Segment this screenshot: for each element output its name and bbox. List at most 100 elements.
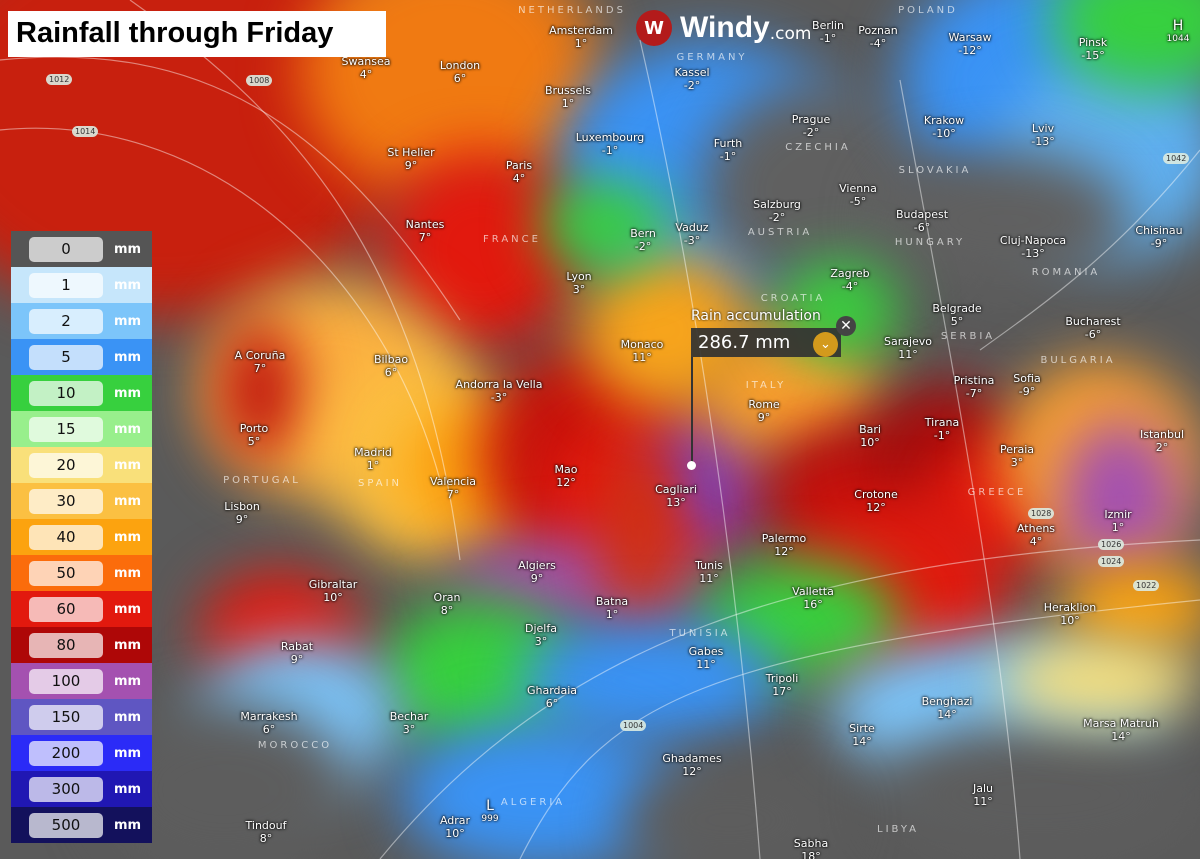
city-label[interactable]: Bilbao 6°: [374, 353, 408, 379]
city-name: Rome: [748, 398, 780, 411]
city-label[interactable]: Izmir 1°: [1104, 508, 1131, 534]
rainfall-area: [520, 620, 780, 740]
city-name: Rabat: [280, 640, 314, 653]
city-label[interactable]: Andorra la Vella -3°: [456, 378, 543, 404]
city-label[interactable]: Cagliari 13°: [655, 483, 697, 509]
city-label[interactable]: Marsa Matruh 14°: [1083, 717, 1159, 743]
city-label[interactable]: Chisinau -9°: [1135, 224, 1182, 250]
city-label[interactable]: Adrar 10°: [440, 814, 470, 840]
city-label[interactable]: Prague -2°: [792, 113, 830, 139]
city-label[interactable]: Brussels 1°: [545, 84, 591, 110]
city-label[interactable]: Athens 4°: [1017, 522, 1055, 548]
city-label[interactable]: Marrakesh 6°: [240, 710, 297, 736]
city-label[interactable]: Palermo 12°: [762, 532, 806, 558]
legend-unit: mm: [114, 493, 142, 509]
city-label[interactable]: Mao 12°: [555, 463, 578, 489]
city-label[interactable]: Porto 5°: [240, 422, 269, 448]
windy-logo[interactable]: W Windy .com: [636, 10, 811, 46]
city-label[interactable]: Tunis 11°: [695, 559, 723, 585]
city-label[interactable]: Madrid 1°: [354, 446, 392, 472]
city-label[interactable]: Heraklion 10°: [1044, 601, 1097, 627]
legend-unit: mm: [114, 241, 142, 257]
city-temperature: 4°: [359, 68, 373, 81]
city-label[interactable]: Sofia -9°: [1013, 372, 1040, 398]
city-label[interactable]: Istanbul 2°: [1140, 428, 1184, 454]
city-label[interactable]: Vaduz -3°: [675, 221, 708, 247]
rainfall-area: [620, 760, 840, 859]
city-label[interactable]: Rome 9°: [748, 398, 779, 424]
city-label[interactable]: Monaco 11°: [621, 338, 664, 364]
country-label: PORTUGAL: [223, 475, 301, 486]
city-label[interactable]: Oran 8°: [434, 591, 461, 617]
city-label[interactable]: St Helier 9°: [387, 146, 434, 172]
city-label[interactable]: Crotone 12°: [854, 488, 897, 514]
city-temperature: -1°: [601, 144, 619, 157]
city-label[interactable]: Lisbon 9°: [224, 500, 260, 526]
city-name: Paris: [505, 159, 533, 172]
city-label[interactable]: Tripoli 17°: [766, 672, 799, 698]
city-label[interactable]: Algiers 9°: [518, 559, 556, 585]
city-label[interactable]: Sirte 14°: [849, 722, 875, 748]
city-label[interactable]: Ghardaia 6°: [527, 684, 577, 710]
location-pin[interactable]: [687, 461, 696, 470]
rainfall-legend: 0 mm 1 mm 2 mm 5 mm 10 mm 15 mm 20 mm 30 mm 40 mm 50 mm 60 mm…: [11, 231, 152, 843]
city-label[interactable]: Luxembourg -1°: [576, 131, 645, 157]
city-label[interactable]: Bucharest -6°: [1065, 315, 1120, 341]
city-name: Zagreb: [830, 267, 870, 280]
country-label: GERMANY: [676, 52, 748, 63]
city-label[interactable]: Poznan -4°: [858, 24, 897, 50]
city-label[interactable]: Belgrade 5°: [932, 302, 981, 328]
city-label[interactable]: Ghadames 12°: [662, 752, 721, 778]
city-label[interactable]: Paris 4°: [506, 159, 532, 185]
city-temperature: -9°: [1018, 385, 1036, 398]
city-label[interactable]: Valletta 16°: [792, 585, 834, 611]
legend-value: 60: [29, 596, 103, 622]
city-label[interactable]: Peraia 3°: [1000, 443, 1034, 469]
city-label[interactable]: Pinsk -15°: [1079, 36, 1108, 62]
city-label[interactable]: Sarajevo 11°: [884, 335, 932, 361]
city-label[interactable]: Kassel -2°: [674, 66, 709, 92]
city-label[interactable]: Tindouf 8°: [246, 819, 287, 845]
city-label[interactable]: Batna 1°: [596, 595, 628, 621]
city-label[interactable]: A Coruña 7°: [235, 349, 286, 375]
city-label[interactable]: Sabha 18°: [794, 837, 828, 859]
chevron-down-icon[interactable]: ⌄: [813, 332, 838, 357]
city-label[interactable]: Cluj-Napoca -13°: [1000, 234, 1066, 260]
city-name: Porto: [239, 422, 269, 435]
city-name: St Helier: [387, 146, 435, 159]
city-label[interactable]: Krakow -10°: [924, 114, 964, 140]
legend-row: 1 mm: [11, 267, 152, 303]
city-label[interactable]: Valencia 7°: [430, 475, 476, 501]
city-label[interactable]: Rabat 9°: [281, 640, 313, 666]
city-label[interactable]: Nantes 7°: [406, 218, 445, 244]
city-label[interactable]: Furth -1°: [714, 137, 743, 163]
city-temperature: 6°: [453, 72, 467, 85]
city-label[interactable]: Budapest -6°: [896, 208, 948, 234]
city-label[interactable]: Jalu 11°: [973, 782, 993, 808]
city-name: Belgrade: [932, 302, 982, 315]
city-label[interactable]: Zagreb -4°: [830, 267, 869, 293]
city-label[interactable]: Amsterdam 1°: [549, 24, 613, 50]
city-label[interactable]: Lyon 3°: [566, 270, 591, 296]
city-label[interactable]: Tirana -1°: [925, 416, 959, 442]
city-label[interactable]: Salzburg -2°: [753, 198, 801, 224]
city-name: Heraklion: [1043, 601, 1097, 614]
city-name: Sofia: [1013, 372, 1041, 385]
city-label[interactable]: Gibraltar 10°: [309, 578, 357, 604]
city-label[interactable]: Djelfa 3°: [525, 622, 557, 648]
city-label[interactable]: Bechar 3°: [390, 710, 429, 736]
city-label[interactable]: London 6°: [440, 59, 480, 85]
city-label[interactable]: Gabes 11°: [689, 645, 724, 671]
city-label[interactable]: Pristina -7°: [954, 374, 995, 400]
city-label[interactable]: Berlin -1°: [812, 19, 844, 45]
city-label[interactable]: Lviv -13°: [1031, 122, 1054, 148]
city-temperature: -6°: [913, 221, 931, 234]
city-label[interactable]: Benghazi 14°: [922, 695, 973, 721]
city-label[interactable]: Bari 10°: [859, 423, 881, 449]
city-label[interactable]: Bern -2°: [630, 227, 656, 253]
close-icon[interactable]: ✕: [836, 316, 856, 336]
city-label[interactable]: Swansea 4°: [342, 55, 391, 81]
city-label[interactable]: Warsaw -12°: [949, 31, 992, 57]
city-label[interactable]: Vienna -5°: [839, 182, 877, 208]
